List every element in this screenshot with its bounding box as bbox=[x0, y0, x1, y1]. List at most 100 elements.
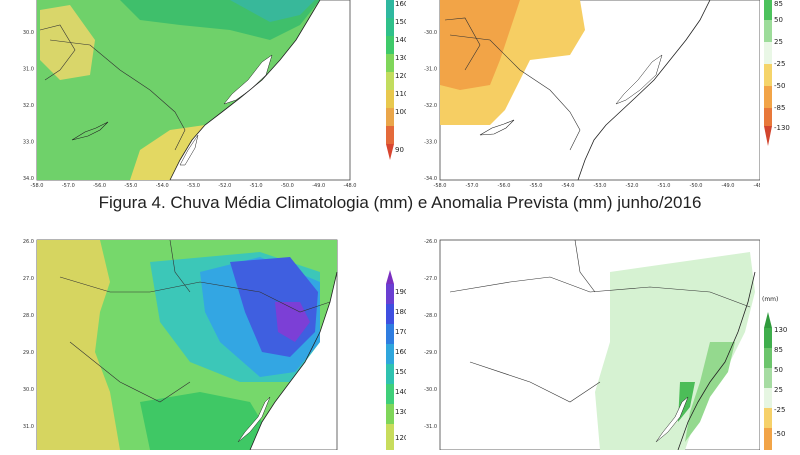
axis-tick-label: 30.0 bbox=[23, 387, 34, 393]
colorbar-climatology-top: 160 150 140 130 120 110 100 90 bbox=[378, 0, 408, 175]
axis-tick-label: -27.0 bbox=[424, 276, 437, 282]
cbar-label: 85 bbox=[774, 0, 783, 8]
cbar-label: 85 bbox=[774, 346, 783, 354]
cbar-label: 100 bbox=[395, 108, 406, 116]
axis-tick-label: -57.0 bbox=[62, 183, 75, 189]
axis-tick-label: 31.0 bbox=[23, 67, 34, 73]
colorbar-anomaly-bottom: 130 85 50 25 -25 -50 bbox=[758, 312, 798, 450]
axis-tick-label: 27.0 bbox=[23, 276, 34, 282]
cbar-label: 160 bbox=[395, 348, 406, 356]
axis-tick-label: -55.0 bbox=[124, 183, 137, 189]
colorbar-climatology-bottom: 190 180 170 160 150 140 130 120 bbox=[378, 270, 408, 450]
axis-tick-label: -30.0 bbox=[424, 387, 437, 393]
cbar-label: 120 bbox=[395, 72, 406, 80]
axis-tick-label: -28.0 bbox=[424, 313, 437, 319]
cbar-label: 130 bbox=[774, 326, 787, 334]
border-line bbox=[449, 276, 751, 308]
border-line-2 bbox=[69, 341, 191, 403]
cbar-label: -25 bbox=[774, 60, 785, 68]
cbar-label: 150 bbox=[395, 368, 406, 376]
border-line-2 bbox=[469, 361, 601, 403]
coastline bbox=[577, 0, 711, 181]
axis-tick-label: -48.0 bbox=[344, 183, 357, 189]
cbar-label: 150 bbox=[395, 18, 406, 26]
cbar-label: 50 bbox=[774, 16, 783, 24]
colorbar-anomaly-top: 85 50 25 -25 -50 -85 -130 bbox=[758, 0, 798, 160]
cbar-label: 25 bbox=[774, 38, 783, 46]
cbar-label: 130 bbox=[395, 408, 406, 416]
axis-tick-label: -34.0 bbox=[424, 176, 437, 182]
axis-tick-label: -26.0 bbox=[424, 239, 437, 245]
yellow-zone-west bbox=[40, 5, 95, 80]
axis-tick-label: -58.0 bbox=[434, 183, 447, 189]
axis-tick-label: -58.0 bbox=[31, 183, 44, 189]
axis-tick-label: -56.0 bbox=[93, 183, 106, 189]
axis-tick-label: -52.0 bbox=[626, 183, 639, 189]
axis-tick-label: 31.0 bbox=[23, 424, 34, 430]
axis-tick-label: -56.0 bbox=[498, 183, 511, 189]
lake-mark bbox=[479, 119, 515, 136]
cbar-label: -85 bbox=[774, 104, 785, 112]
anomaly-green bbox=[685, 342, 735, 442]
lake-mark bbox=[71, 121, 109, 141]
axis-tick-label: 26.0 bbox=[23, 239, 34, 245]
axis-tick-label: 32.0 bbox=[23, 103, 34, 109]
cbar-label: 160 bbox=[395, 0, 406, 8]
border-line bbox=[59, 276, 331, 313]
cbar-label: 120 bbox=[395, 434, 406, 442]
cbar-label: 140 bbox=[395, 36, 406, 44]
axis-tick-label: -53.0 bbox=[594, 183, 607, 189]
anomaly-lightgreen bbox=[595, 252, 755, 450]
border-line bbox=[449, 34, 581, 151]
lagoon-mirim bbox=[179, 134, 199, 166]
axis-tick-label: -50.0 bbox=[281, 183, 294, 189]
axis-tick-label: -54.0 bbox=[156, 183, 169, 189]
map-anomaly-top: -30.0 -31.0 -32.0 -33.0 -34.0 -58.0 -57.0 -56.… bbox=[410, 0, 760, 190]
cbar-label: 180 bbox=[395, 308, 406, 316]
yellow-zone-west bbox=[37, 240, 120, 450]
axis-tick-label: -57.0 bbox=[466, 183, 479, 189]
axis-tick-label: -53.0 bbox=[187, 183, 200, 189]
purple-core bbox=[275, 302, 310, 342]
axis-tick-label: -54.0 bbox=[562, 183, 575, 189]
axis-tick-label: -30.0 bbox=[424, 30, 437, 36]
river-line bbox=[574, 239, 596, 293]
map-climatology-bottom: 26.0 27.0 28.0 29.0 30.0 31.0 bbox=[0, 232, 380, 450]
unit-label: (mm) bbox=[762, 296, 779, 303]
axis-tick-label: 33.0 bbox=[23, 140, 34, 146]
river-line bbox=[169, 239, 191, 293]
cbar-label: -25 bbox=[774, 406, 785, 414]
axis-tick-label: -31.0 bbox=[424, 67, 437, 73]
axis-tick-label: -51.0 bbox=[250, 183, 263, 189]
green-south bbox=[140, 392, 262, 450]
coastline bbox=[677, 271, 756, 450]
axis-tick-label: 30.0 bbox=[23, 30, 34, 36]
axis-tick-label: -33.0 bbox=[424, 140, 437, 146]
map-climatology-top: 30.0 31.0 32.0 33.0 34.0 -58.0 -57.0 -56.0 -55.… bbox=[0, 0, 380, 190]
axis-tick-label: -49.0 bbox=[722, 183, 735, 189]
cbar-label: -130 bbox=[774, 124, 790, 132]
cbar-label: -50 bbox=[774, 82, 785, 90]
cbar-label: 25 bbox=[774, 386, 783, 394]
cbar-label: 170 bbox=[395, 328, 406, 336]
coastline bbox=[249, 271, 338, 450]
axis-tick-label: -31.0 bbox=[424, 424, 437, 430]
cbar-label: 130 bbox=[395, 54, 406, 62]
river-line bbox=[39, 24, 76, 81]
axis-tick-label: 34.0 bbox=[23, 176, 34, 182]
map-anomaly-bottom: -26.0 -27.0 -28.0 -29.0 -30.0 -31.0 bbox=[410, 232, 760, 450]
bluegreen-zone bbox=[230, 0, 315, 22]
river-line bbox=[444, 17, 481, 71]
coastline bbox=[169, 0, 321, 181]
axis-tick-label: -49.0 bbox=[312, 183, 325, 189]
figure-caption: Figura 4. Chuva Média Climatologia (mm) … bbox=[98, 193, 702, 212]
cbar-label: 50 bbox=[774, 366, 783, 374]
cbar-label: 90 bbox=[395, 146, 404, 154]
axis-tick-label: 29.0 bbox=[23, 350, 34, 356]
axis-tick-label: -52.0 bbox=[218, 183, 231, 189]
lagoon-patos bbox=[237, 396, 271, 443]
axis-tick-label: -48.0 bbox=[754, 183, 760, 189]
axis-tick-label: -55.0 bbox=[530, 183, 543, 189]
axis-tick-label: -29.0 bbox=[424, 350, 437, 356]
land-fill bbox=[37, 0, 320, 180]
